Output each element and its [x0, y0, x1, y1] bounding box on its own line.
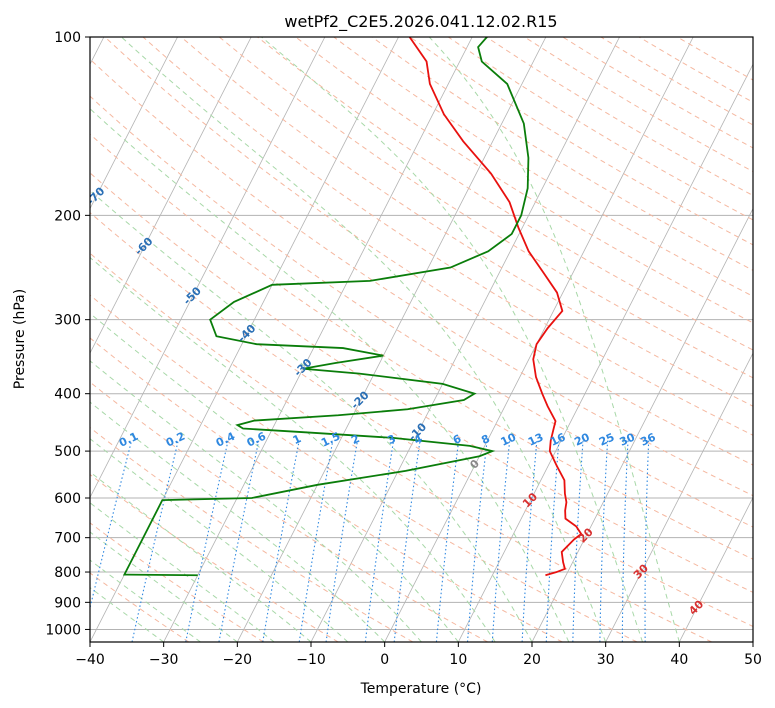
isotherm-line [90, 37, 178, 210]
x-tick-label: 0 [380, 652, 389, 668]
y-tick-label: 900 [54, 595, 81, 611]
y-tick-label: 400 [54, 387, 81, 403]
mixing-ratio-label: 16 [548, 430, 568, 448]
dry-adiabat-line [90, 381, 488, 642]
moist-adiabat-line [90, 360, 422, 642]
y-tick-label: 800 [54, 565, 81, 581]
dry-adiabat-line [90, 211, 753, 627]
isotherm-line [678, 496, 753, 642]
x-tick-label: −20 [223, 652, 253, 668]
x-tick-label: −40 [75, 652, 105, 668]
background-lines [90, 37, 753, 642]
mixing-ratio-line [218, 440, 260, 642]
mixing-ratio-label: 13 [526, 431, 545, 449]
x-tick-label: 10 [449, 652, 467, 668]
dry-adiabat-line [180, 37, 753, 407]
dry-adiabat-line [90, 572, 190, 642]
mixing-ratio-label: 10 [499, 430, 519, 448]
mixing-ratio-line [435, 440, 460, 642]
isotherm-line [457, 63, 753, 642]
isotherm-line [236, 37, 547, 642]
x-tick-label: 30 [597, 652, 615, 668]
moist-adiabat-line [90, 108, 570, 642]
dry-adiabat-line [90, 294, 638, 642]
isotherm-line [163, 37, 473, 642]
isotherm-line [90, 37, 252, 354]
mixing-ratio-line [298, 440, 334, 642]
mixing-ratio-line [521, 440, 538, 642]
y-tick-label: 700 [54, 531, 81, 547]
dry-adiabat-line [257, 37, 753, 351]
dry-adiabat-line [104, 37, 753, 466]
x-tick-label: 20 [523, 652, 541, 668]
mixing-ratio-line [131, 440, 179, 642]
dry-adiabat-line [333, 37, 753, 297]
y-tick-label: 300 [54, 313, 81, 329]
x-axis: −40 −30 −20 −10 0 10 20 30 40 50 [75, 642, 762, 668]
moist-adiabat-line [261, 37, 643, 642]
mixing-ratio-label: 20 [572, 430, 592, 448]
mixing-ratio-line [466, 440, 488, 642]
mixing-ratio-line [364, 440, 395, 642]
x-tick-label: 50 [744, 652, 762, 668]
mixing-ratio-line [185, 440, 229, 642]
y-axis: 100 200 300 400 500 600 700 800 900 1000 [45, 30, 90, 638]
mixing-ratio-line [621, 440, 629, 642]
mixing-ratio-line [545, 440, 560, 642]
mixing-ratio-line [262, 440, 300, 642]
x-tick-label: 40 [670, 652, 688, 668]
dry-adiabat-line [90, 95, 753, 528]
dry-adiabat-line [90, 58, 753, 497]
isotherm-line [531, 207, 753, 642]
isotherm-line [90, 37, 326, 499]
moist-adiabat-line [121, 37, 607, 642]
mixing-ratio-label: 30 [618, 430, 638, 448]
mixing-ratio-line [325, 440, 359, 642]
mixing-ratio-line [572, 440, 584, 642]
y-tick-label: 1000 [45, 622, 81, 638]
mixing-ratio-line [644, 440, 650, 642]
moist-adiabat-line [90, 471, 312, 642]
x-tick-label: −30 [149, 652, 179, 668]
isotherm-line [605, 352, 753, 642]
chart-title: wetPf2_C2E5.2026.041.12.02.R15 [284, 12, 557, 32]
moist-adiabat-line [90, 256, 496, 642]
x-axis-title: Temperature (°C) [360, 681, 482, 697]
mixing-ratio-label: 25 [597, 431, 616, 449]
x-tick-label: −10 [296, 652, 326, 668]
moist-adiabat-line [90, 189, 533, 642]
mixing-ratio-line [393, 440, 421, 642]
dewpoint-profile-line [122, 37, 530, 577]
mixing-ratio-line [599, 440, 609, 642]
plot-frame [89, 36, 754, 643]
isotherm-line [310, 37, 620, 642]
dry-adiabat-line [90, 337, 563, 642]
profile-series [122, 37, 583, 577]
mixing-ratio-line [491, 440, 511, 642]
y-tick-label: 200 [54, 208, 81, 224]
dry-adiabat-line [90, 426, 414, 642]
y-axis-title: Pressure (hPa) [12, 289, 28, 389]
temperature-profile-line [408, 37, 583, 577]
moist-adiabat-line [90, 438, 349, 642]
y-tick-label: 600 [54, 491, 81, 507]
y-tick-label: 500 [54, 444, 81, 460]
dry-adiabat-line [90, 133, 753, 560]
y-tick-label: 100 [54, 30, 81, 46]
mixing-ratio-label: 36 [638, 430, 658, 448]
